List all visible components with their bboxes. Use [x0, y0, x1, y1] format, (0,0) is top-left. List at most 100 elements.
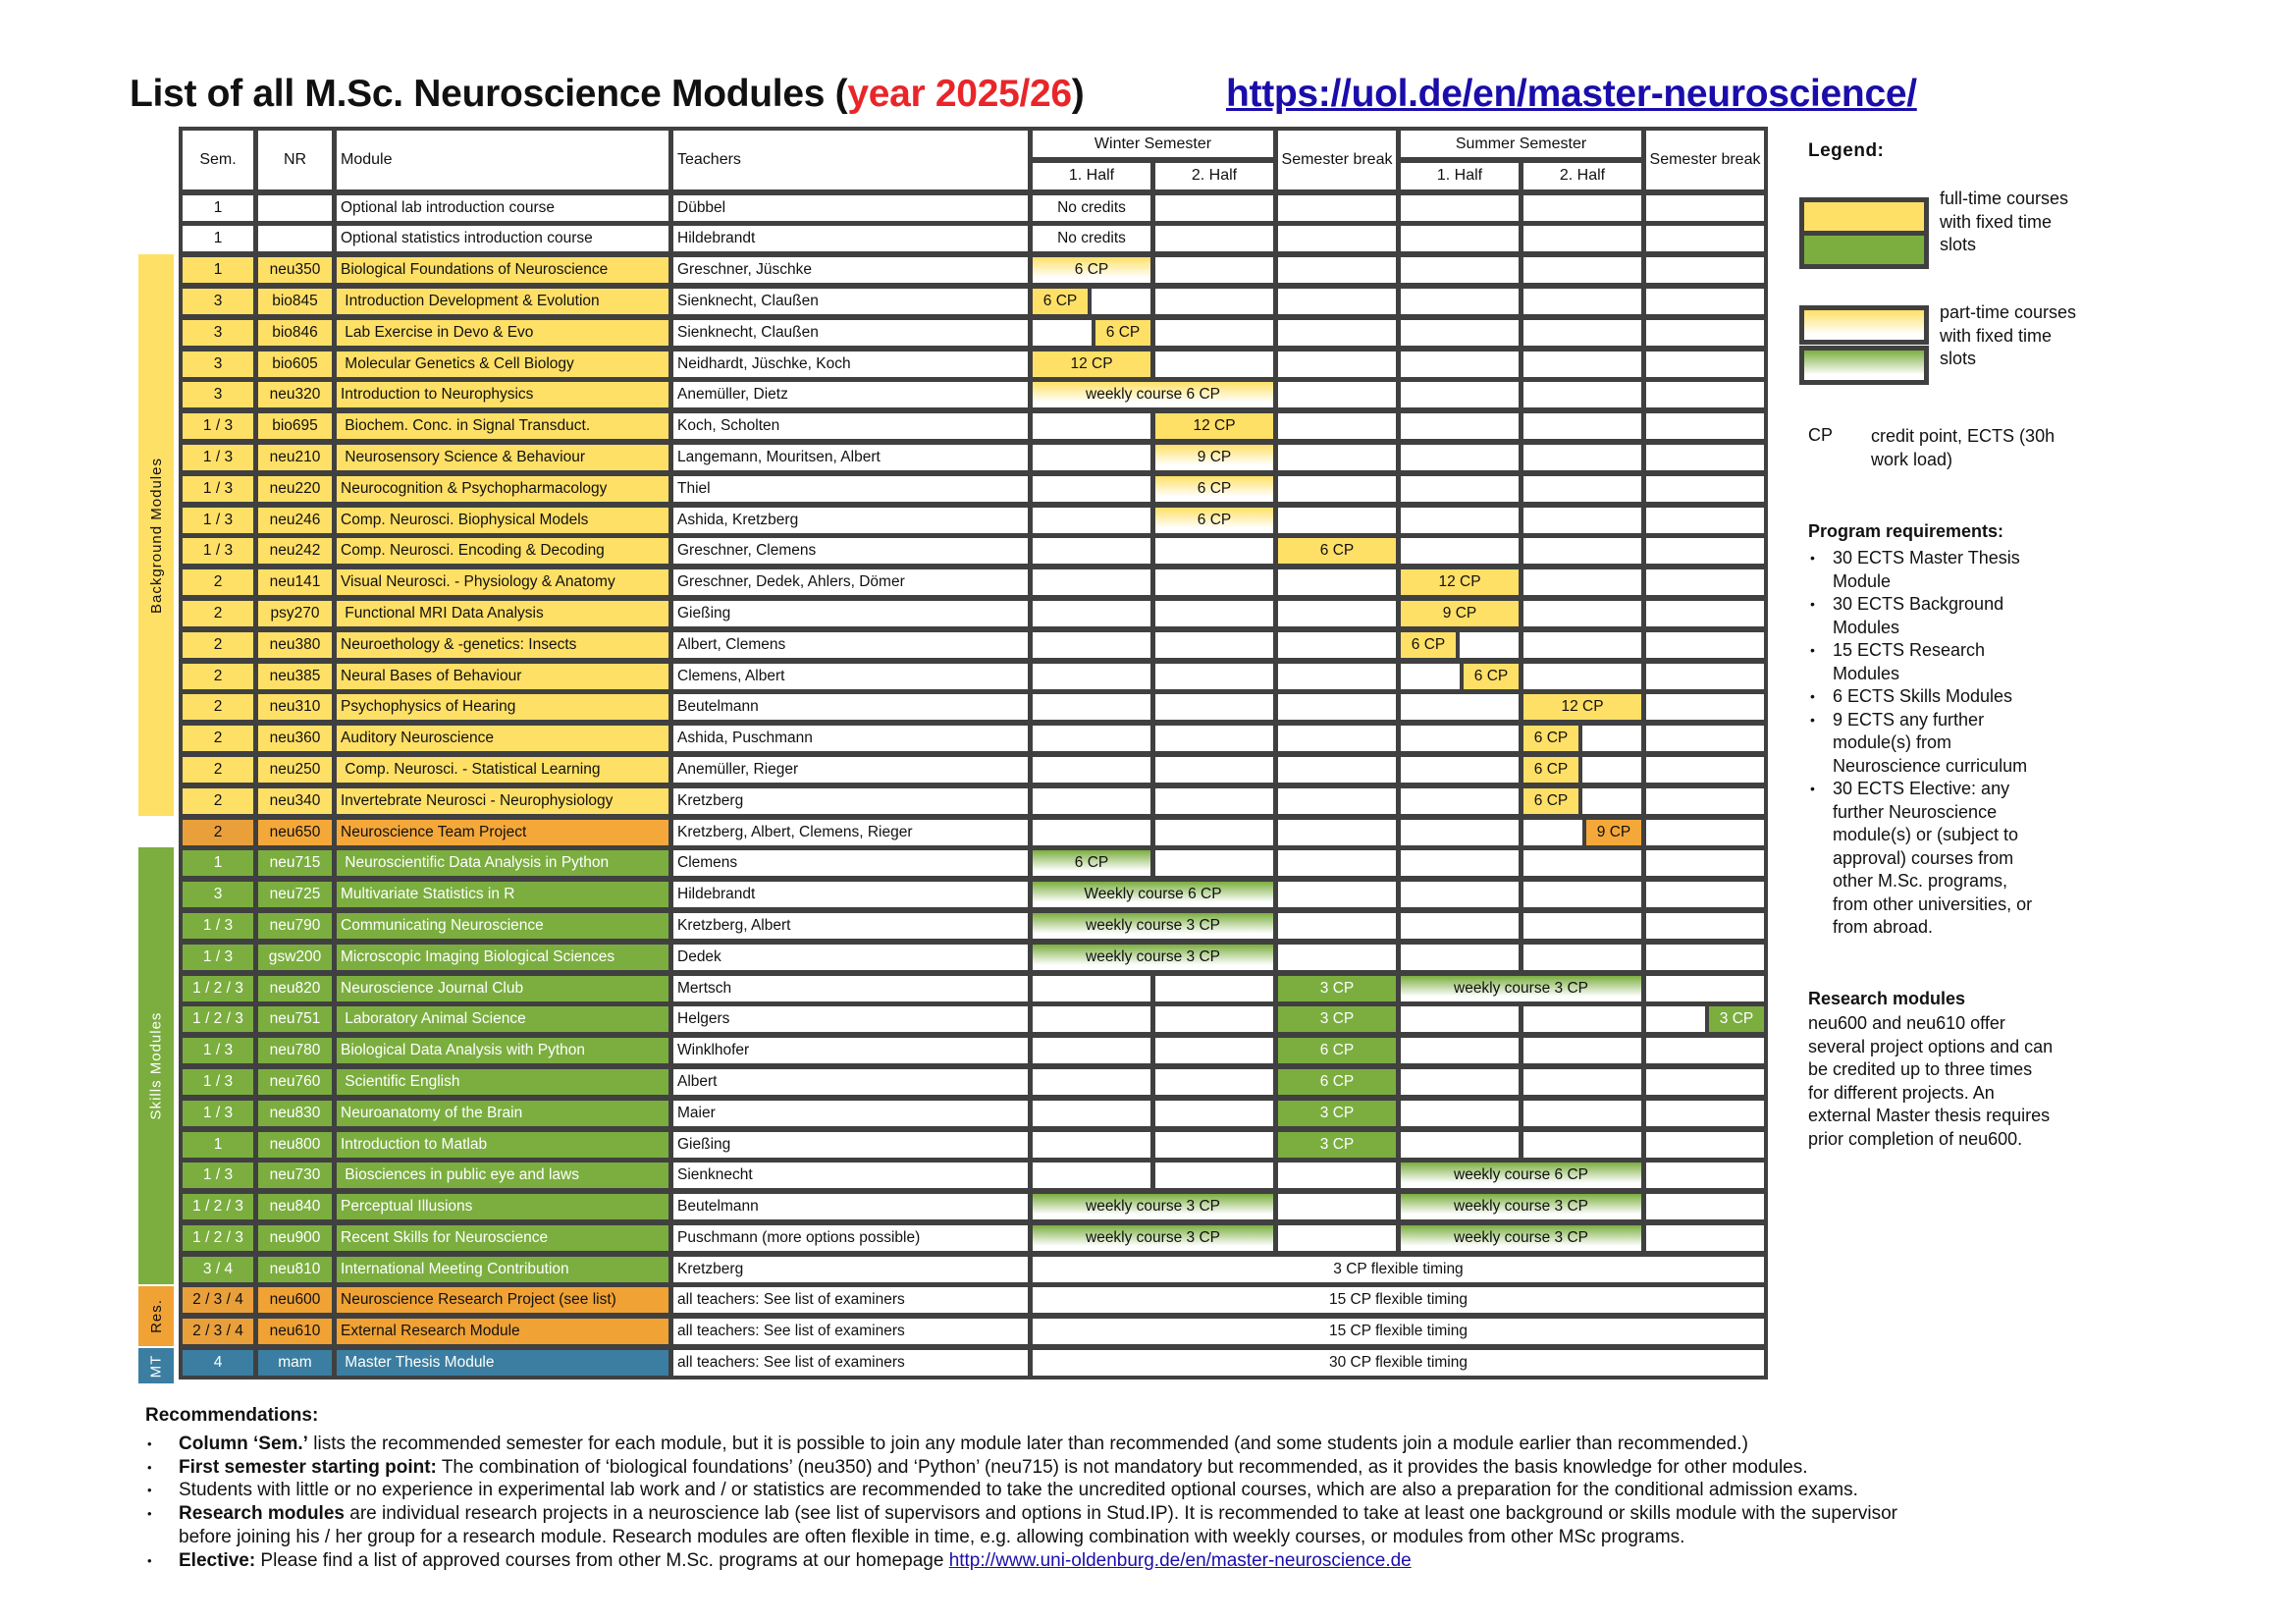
row-semester: 1 / 3 — [183, 1100, 253, 1126]
schedule-empty-cell — [1646, 1068, 1764, 1095]
schedule-empty-cell — [1278, 694, 1396, 721]
schedule-empty-cell — [1523, 538, 1641, 565]
row-module-name: Neuroanatomy of the Brain — [337, 1100, 668, 1126]
schedule-slot-text: 6 CP — [1197, 479, 1232, 497]
schedule-empty-cell — [1278, 413, 1396, 440]
program-homepage-link[interactable]: https://uol.de/en/master-neuroscience/ — [1226, 73, 1917, 115]
schedule-empty-cell — [1646, 631, 1764, 658]
row-teachers: Albert — [673, 1068, 1028, 1095]
row-module-number: neu800 — [258, 1131, 332, 1158]
schedule-slot: 6 CP — [1278, 1038, 1396, 1064]
schedule-empty-cell — [1401, 1038, 1519, 1064]
row-teachers: Clemens — [673, 850, 1028, 877]
row-module-number: neu242 — [258, 538, 332, 565]
schedule-empty-cell — [1646, 600, 1764, 626]
row-teachers: Clemens, Albert — [673, 663, 1028, 689]
schedule-slot: 6 CP — [1155, 507, 1273, 533]
row-module-name: Neuroscience Team Project — [337, 819, 668, 845]
schedule-empty-cell — [1155, 631, 1273, 658]
schedule-empty-cell — [1401, 413, 1519, 440]
row-teachers: Langemann, Mouritsen, Albert — [673, 444, 1028, 470]
schedule-empty-cell — [1155, 663, 1273, 689]
schedule-empty-cell — [1523, 226, 1641, 252]
schedule-empty-cell — [1523, 944, 1641, 970]
schedule-slot-text: 3 CP — [1319, 1010, 1355, 1028]
row-module-number: neu725 — [258, 882, 332, 908]
header-sem: Sem. — [183, 131, 253, 189]
schedule-empty-cell — [1033, 1068, 1150, 1095]
schedule-slot: 6 CP — [1033, 319, 1150, 346]
recommendation-text: are individual research projects in a ne… — [179, 1503, 1897, 1547]
schedule-empty-cell — [1646, 194, 1764, 221]
header-semester-break-1: Semester break — [1278, 131, 1396, 189]
header-summer-half-1: 1. Half — [1401, 162, 1519, 189]
row-teachers: Winklhofer — [673, 1038, 1028, 1064]
row-module-number: neu760 — [258, 1068, 332, 1095]
schedule-slot: 6 CP — [1033, 850, 1150, 877]
recommendation-item: Column ‘Sem.’ lists the recommended seme… — [147, 1433, 1944, 1456]
legend-title: Legend: — [1808, 140, 1885, 161]
schedule-slot-text: 9 CP — [1442, 604, 1477, 622]
schedule-slot-text: weekly course 3 CP — [1086, 916, 1220, 934]
row-module-name: Neurosensory Science & Behaviour — [337, 444, 668, 470]
recommendation-item: Elective: Please find a list of approved… — [147, 1549, 1944, 1573]
schedule-slot: 9 CP — [1401, 600, 1519, 626]
schedule-empty-cell — [1646, 912, 1764, 939]
schedule-slot-fill: 6 CP — [1523, 787, 1582, 814]
row-module-name: International Meeting Contribution — [337, 1256, 668, 1282]
schedule-slot: 6 CP — [1401, 631, 1519, 658]
schedule-slot-text: 12 CP — [1070, 354, 1113, 372]
recommendation-bold: Elective: — [179, 1549, 256, 1571]
row-module-number: gsw200 — [258, 944, 332, 970]
schedule-empty-cell — [1646, 351, 1764, 377]
schedule-empty-cell — [1278, 351, 1396, 377]
schedule-empty-cell — [1401, 850, 1519, 877]
row-semester: 1 — [183, 1131, 253, 1158]
row-module-name: Scientific English — [337, 1068, 668, 1095]
schedule-empty-cell — [1401, 944, 1519, 970]
row-module-name: Lab Exercise in Devo & Evo — [337, 319, 668, 346]
schedule-empty-cell — [1523, 351, 1641, 377]
row-module-number: neu600 — [258, 1287, 332, 1314]
schedule-empty-cell — [1523, 1131, 1641, 1158]
schedule-slot: 9 CP — [1523, 819, 1641, 845]
schedule-empty-cell — [1646, 1100, 1764, 1126]
row-semester: 1 / 3 — [183, 507, 253, 533]
schedule-empty-cell — [1278, 257, 1396, 284]
row-semester: 3 — [183, 382, 253, 408]
elective-courses-link[interactable]: http://www.uni-oldenburg.de/en/master-ne… — [948, 1549, 1412, 1571]
legend-parttime-swatch-green — [1799, 346, 1929, 385]
schedule-empty-cell — [1646, 507, 1764, 533]
schedule-empty-cell — [1033, 726, 1150, 752]
schedule-empty-cell — [1523, 319, 1641, 346]
row-teachers: Sienknecht, Claußen — [673, 319, 1028, 346]
schedule-empty-cell — [1646, 726, 1764, 752]
schedule-empty-cell — [1646, 1038, 1764, 1064]
schedule-empty-cell — [1278, 194, 1396, 221]
row-teachers: Koch, Scholten — [673, 413, 1028, 440]
schedule-empty-cell — [1401, 1068, 1519, 1095]
schedule-empty-cell — [1155, 226, 1273, 252]
recommendation-item: Students with little or no experience in… — [147, 1479, 1944, 1502]
recommendation-bold: Research modules — [179, 1503, 345, 1525]
recommendation-item: Research modules are individual research… — [147, 1502, 1944, 1548]
category-label-thesis: MT — [147, 1354, 165, 1378]
schedule-empty-cell — [1155, 569, 1273, 596]
schedule-empty-cell — [1033, 756, 1150, 783]
schedule-empty-cell — [1278, 1224, 1396, 1251]
schedule-slot-text: 6 CP — [1319, 1072, 1355, 1090]
schedule-empty-cell — [1646, 288, 1764, 314]
row-module-number: neu350 — [258, 257, 332, 284]
schedule-empty-cell — [1646, 475, 1764, 502]
schedule-empty-cell — [1155, 257, 1273, 284]
schedule-slot: 12 CP — [1523, 694, 1641, 721]
schedule-slot: 15 CP flexible timing — [1033, 1319, 1764, 1345]
row-semester: 2 — [183, 600, 253, 626]
row-module-number: bio845 — [258, 288, 332, 314]
schedule-slot-text: 6 CP — [1319, 542, 1355, 560]
row-module-name: Neurocognition & Psychopharmacology — [337, 475, 668, 502]
row-module-name: Functional MRI Data Analysis — [337, 600, 668, 626]
schedule-empty-cell — [1401, 382, 1519, 408]
row-module-name: Neuroscience Research Project (see list) — [337, 1287, 668, 1314]
schedule-empty-cell — [1523, 1006, 1641, 1033]
